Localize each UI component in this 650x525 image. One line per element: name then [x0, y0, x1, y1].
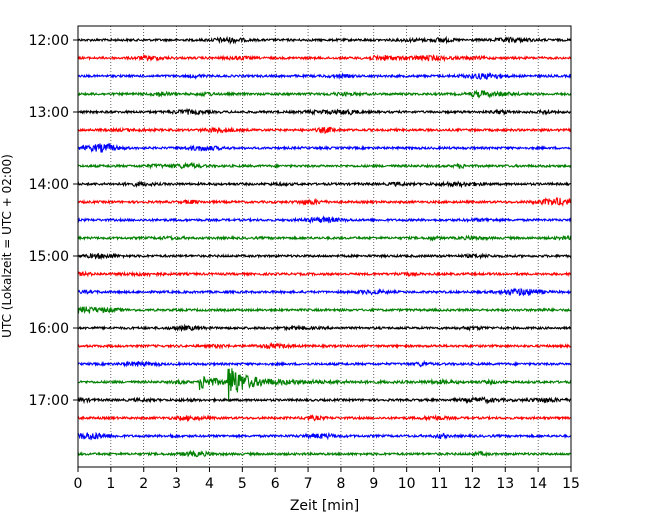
trace-1715: [77, 414, 572, 423]
x-tick-label: 10: [398, 476, 416, 492]
x-tick-label: 2: [139, 476, 148, 492]
y-tick-label: 17:00: [29, 393, 69, 409]
x-tick-label: 0: [74, 476, 83, 492]
x-tick-label: 8: [336, 476, 345, 492]
trace-1600: [77, 323, 572, 332]
trace-1745: [77, 449, 572, 458]
trace-1415: [77, 197, 572, 208]
x-tick-label: 15: [562, 476, 580, 492]
x-tick-label: 11: [431, 476, 449, 492]
trace-1300: [77, 107, 572, 116]
trace-1345: [77, 161, 572, 170]
trace-1445: [77, 234, 572, 242]
y-tick-label: 14:00: [29, 177, 69, 193]
trace-1630: [77, 359, 572, 368]
y-tick-label: 16:00: [29, 321, 69, 337]
trace-1700: [77, 395, 572, 405]
trace-1615: [78, 341, 572, 350]
trace-1315: [77, 126, 572, 135]
x-tick-label: 9: [369, 476, 378, 492]
trace-1230: [77, 72, 572, 80]
trace-1645: [77, 368, 572, 402]
x-tick-label: 1: [106, 476, 115, 492]
trace-1245: [77, 89, 572, 99]
trace-1400: [77, 180, 572, 189]
y-tick-label: 12:00: [29, 33, 69, 49]
trace-1330: [77, 142, 572, 153]
x-tick-label: 6: [271, 476, 280, 492]
y-axis-label: UTC (Lokalzeit = UTC + 02:00): [0, 154, 14, 338]
plot-frame: [77, 25, 572, 468]
trace-1530: [77, 287, 572, 297]
x-tick-label: 4: [205, 476, 214, 492]
x-tick-label: 13: [496, 476, 514, 492]
x-ticks: 0 1 2 3 4 5 6 7 8 9 10 11 12 13 14 15: [74, 467, 580, 492]
trace-1430: [77, 215, 572, 225]
trace-1730: [77, 431, 572, 441]
x-tick-label: 12: [463, 476, 481, 492]
x-axis-label: Zeit [min]: [290, 498, 359, 514]
trace-1200: [77, 35, 572, 45]
y-tick-label: 13:00: [29, 105, 69, 121]
x-tick-label: 3: [172, 476, 181, 492]
trace-1515: [77, 270, 572, 278]
y-ticks: 12:00 13:00 14:00 15:00 16:00 17:00: [29, 33, 78, 409]
x-tick-label: 14: [529, 476, 547, 492]
y-tick-label: 15:00: [29, 249, 69, 265]
x-tick-label: 5: [238, 476, 247, 492]
x-tick-label: 7: [304, 476, 313, 492]
traces-layer: [77, 35, 572, 458]
trace-1545: [77, 305, 572, 315]
trace-1500: [77, 252, 572, 261]
trace-1215: [77, 53, 572, 63]
